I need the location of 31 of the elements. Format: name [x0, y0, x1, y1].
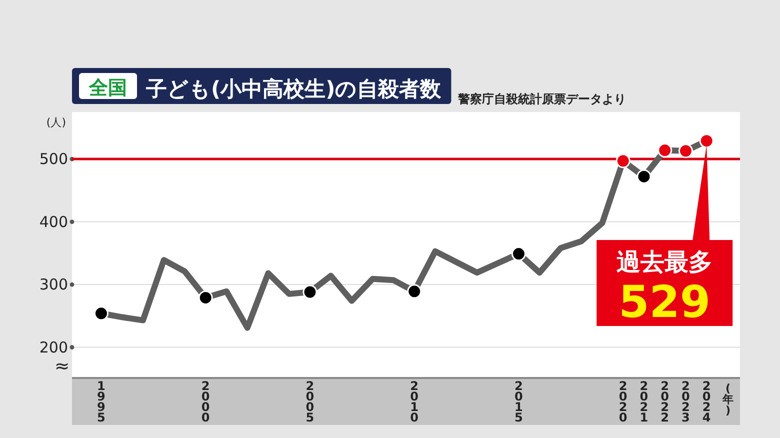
x-tick-label: 2 0 0 0 — [201, 379, 210, 424]
x-tick-label: 2 0 2 2 — [660, 379, 670, 424]
x-tick-label: 2 0 2 1 — [640, 379, 648, 424]
point — [198, 290, 213, 305]
point — [407, 284, 422, 299]
y-tick-label: 400 — [39, 212, 68, 231]
annotation: 過去最多 529 — [616, 248, 713, 328]
x-tick-label: 2 0 2 3 — [682, 379, 690, 424]
point — [658, 143, 672, 158]
x-tick-label: 2 0 1 0 — [410, 379, 419, 424]
x-tick-label: 1 9 9 5 — [97, 379, 106, 424]
y-axis-title: (人) — [46, 116, 66, 129]
text: 全国 — [88, 77, 127, 99]
x-tick-label: 2 0 1 5 — [514, 379, 523, 424]
point — [636, 169, 652, 184]
point — [511, 246, 526, 262]
x-axis-title: (年) — [722, 382, 734, 417]
point — [699, 134, 714, 148]
y-tick-label: 500 — [39, 150, 68, 168]
x-tick-label: 2 0 2 4 — [702, 379, 711, 424]
point — [94, 306, 108, 321]
y-tick-label: 300 — [39, 276, 68, 294]
text: ≈ — [54, 356, 70, 377]
point — [302, 284, 318, 300]
x-tick-label: 2 0 0 5 — [306, 379, 314, 424]
point — [616, 154, 630, 168]
y-tick-label: 200 — [39, 338, 68, 356]
x-tick-label: 2 0 2 0 — [618, 379, 628, 424]
chart-title: 子ども(小中高校生)の自殺者数 — [145, 77, 442, 101]
point — [678, 144, 693, 158]
text: 警察庁自殺統計原票データより — [457, 92, 626, 106]
